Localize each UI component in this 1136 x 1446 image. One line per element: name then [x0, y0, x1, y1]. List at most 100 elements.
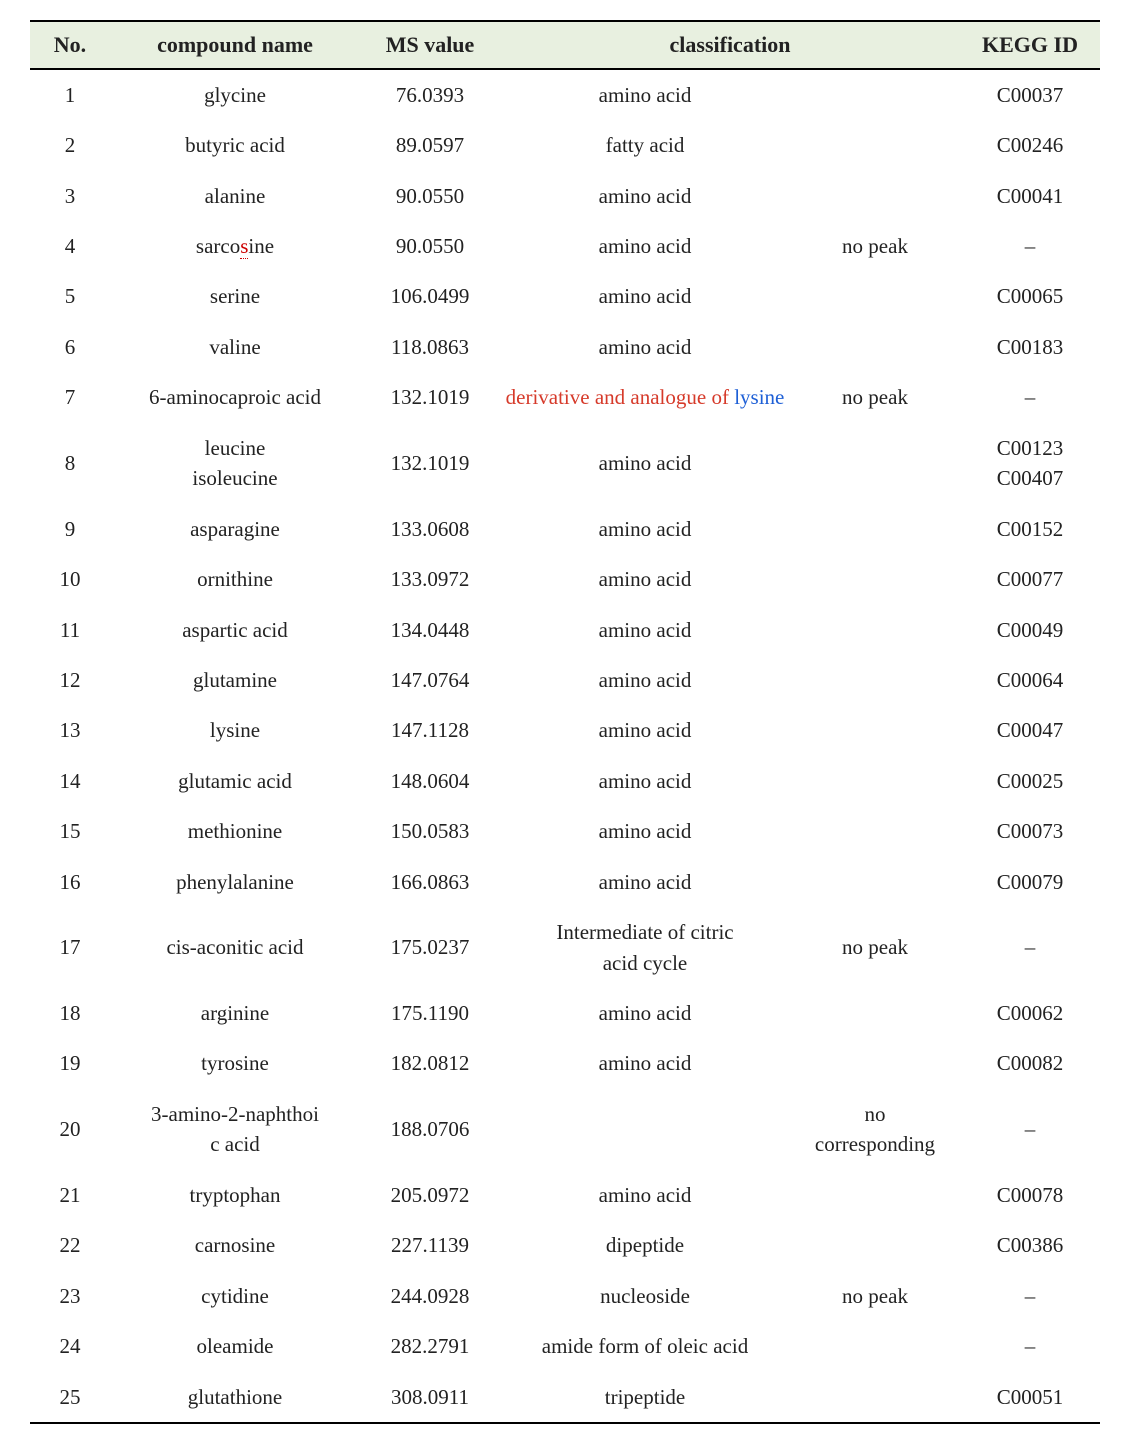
cell-classification: amino acid — [500, 69, 790, 120]
cell-note — [790, 1170, 960, 1220]
name-l1: 3-amino-2-naphthoi — [151, 1102, 319, 1126]
cell-ms: 89.0597 — [360, 120, 500, 170]
cell-kegg: C00079 — [960, 857, 1100, 907]
cell-note: no peak — [790, 1271, 960, 1321]
cell-no: 4 — [30, 221, 110, 271]
header-kegg: KEGG ID — [960, 21, 1100, 69]
table-row: 2 butyric acid 89.0597 fatty acid C00246 — [30, 120, 1100, 170]
cell-kegg: C00073 — [960, 806, 1100, 856]
cell-no: 21 — [30, 1170, 110, 1220]
cell-note — [790, 806, 960, 856]
cell-ms: 90.0550 — [360, 221, 500, 271]
cell-ms: 76.0393 — [360, 69, 500, 120]
cell-kegg: C00037 — [960, 69, 1100, 120]
cell-note — [790, 554, 960, 604]
cell-classification: amino acid — [500, 171, 790, 221]
cell-ms: 133.0608 — [360, 504, 500, 554]
cell-no: 1 — [30, 69, 110, 120]
cell-name: ornithine — [110, 554, 360, 604]
cell-no: 7 — [30, 372, 110, 422]
cell-classification: amino acid — [500, 605, 790, 655]
cell-note — [790, 504, 960, 554]
cell-note — [790, 857, 960, 907]
cell-kegg: C00025 — [960, 756, 1100, 806]
cell-name: butyric acid — [110, 120, 360, 170]
cell-note — [790, 756, 960, 806]
cell-note — [790, 605, 960, 655]
cell-kegg: – — [960, 1089, 1100, 1170]
cell-classification: amino acid — [500, 504, 790, 554]
table-row: 10 ornithine 133.0972 amino acid C00077 — [30, 554, 1100, 604]
header-compound: compound name — [110, 21, 360, 69]
cell-no: 24 — [30, 1321, 110, 1371]
cell-ms: 188.0706 — [360, 1089, 500, 1170]
class-blue: lysine — [734, 385, 784, 409]
cell-classification: tripeptide — [500, 1372, 790, 1423]
cell-classification: nucleoside — [500, 1271, 790, 1321]
cell-classification: amino acid — [500, 1170, 790, 1220]
cell-classification: amino acid — [500, 806, 790, 856]
table-row: 15 methionine 150.0583 amino acid C00073 — [30, 806, 1100, 856]
cell-note — [790, 69, 960, 120]
cell-name: tryptophan — [110, 1170, 360, 1220]
cell-ms: 132.1019 — [360, 423, 500, 504]
cell-ms: 175.0237 — [360, 907, 500, 988]
cell-note — [790, 423, 960, 504]
cell-kegg: C00051 — [960, 1372, 1100, 1423]
table-row: 14 glutamic acid 148.0604 amino acid C00… — [30, 756, 1100, 806]
cell-no: 14 — [30, 756, 110, 806]
header-no: No. — [30, 21, 110, 69]
cell-ms: 118.0863 — [360, 322, 500, 372]
cell-ms: 182.0812 — [360, 1038, 500, 1088]
cell-name: cytidine — [110, 1271, 360, 1321]
cell-kegg: C00386 — [960, 1220, 1100, 1270]
cell-name: carnosine — [110, 1220, 360, 1270]
cell-name: 6-aminocaproic acid — [110, 372, 360, 422]
table-row: 9 asparagine 133.0608 amino acid C00152 — [30, 504, 1100, 554]
cell-kegg: – — [960, 372, 1100, 422]
cell-ms: 244.0928 — [360, 1271, 500, 1321]
cell-no: 19 — [30, 1038, 110, 1088]
table-row: 18 arginine 175.1190 amino acid C00062 — [30, 988, 1100, 1038]
cell-kegg: C00062 — [960, 988, 1100, 1038]
cell-kegg: – — [960, 1271, 1100, 1321]
cell-ms: 175.1190 — [360, 988, 500, 1038]
cell-ms: 106.0499 — [360, 271, 500, 321]
cell-note — [790, 322, 960, 372]
cell-note — [790, 988, 960, 1038]
header-ms: MS value — [360, 21, 500, 69]
cell-kegg: C00065 — [960, 271, 1100, 321]
table-row: 6 valine 118.0863 amino acid C00183 — [30, 322, 1100, 372]
cell-note — [790, 655, 960, 705]
cell-name: valine — [110, 322, 360, 372]
cell-ms: 227.1139 — [360, 1220, 500, 1270]
cell-note — [790, 705, 960, 755]
cell-no: 3 — [30, 171, 110, 221]
cell-classification: amino acid — [500, 756, 790, 806]
cell-name: cis-aconitic acid — [110, 907, 360, 988]
name-pre: sarco — [196, 234, 240, 258]
cell-no: 22 — [30, 1220, 110, 1270]
table-row: 23 cytidine 244.0928 nucleoside no peak … — [30, 1271, 1100, 1321]
cell-name: asparagine — [110, 504, 360, 554]
cell-classification: amino acid — [500, 988, 790, 1038]
cell-classification: Intermediate of citric acid cycle — [500, 907, 790, 988]
cell-note — [790, 171, 960, 221]
cell-ms: 150.0583 — [360, 806, 500, 856]
kegg-l1: C00123 — [997, 436, 1064, 460]
table-row: 12 glutamine 147.0764 amino acid C00064 — [30, 655, 1100, 705]
cell-no: 11 — [30, 605, 110, 655]
cell-ms: 308.0911 — [360, 1372, 500, 1423]
cell-no: 8 — [30, 423, 110, 504]
cell-no: 17 — [30, 907, 110, 988]
cell-kegg: C00152 — [960, 504, 1100, 554]
cell-note: no peak — [790, 221, 960, 271]
cell-name: oleamide — [110, 1321, 360, 1371]
cell-no: 9 — [30, 504, 110, 554]
cell-ms: 205.0972 — [360, 1170, 500, 1220]
table-row: 17 cis-aconitic acid 175.0237 Intermedia… — [30, 907, 1100, 988]
cell-classification: amino acid — [500, 221, 790, 271]
cell-kegg: C00246 — [960, 120, 1100, 170]
table-header-row: No. compound name MS value classificatio… — [30, 21, 1100, 69]
cell-ms: 148.0604 — [360, 756, 500, 806]
